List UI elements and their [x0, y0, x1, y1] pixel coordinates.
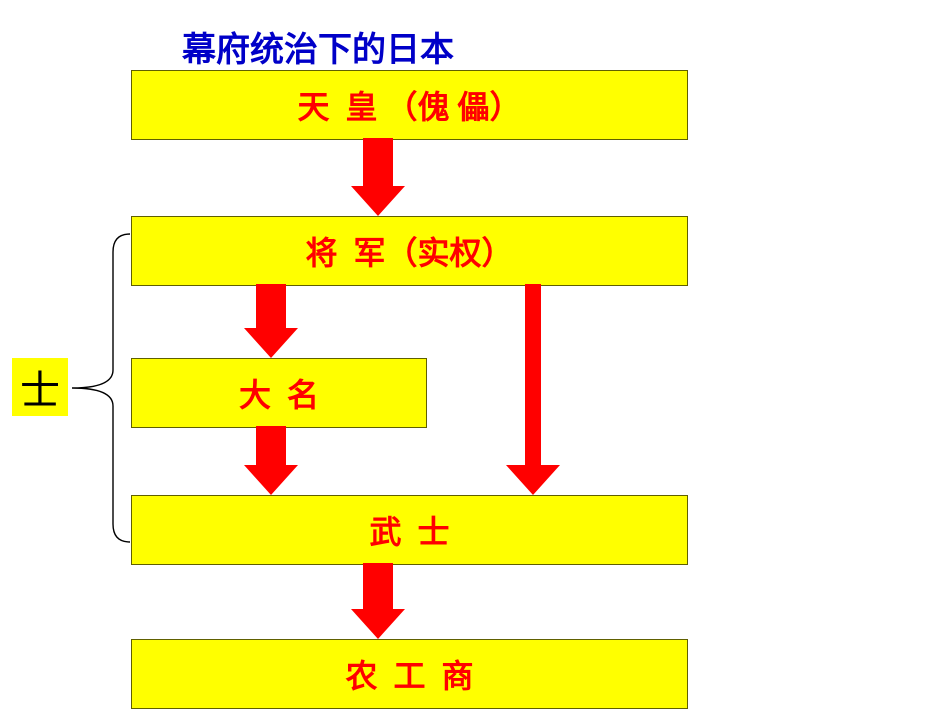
arrow-shogun-daimyo	[244, 284, 298, 358]
box-daimyo: 大 名	[131, 358, 427, 428]
box-bottom: 农 工 商	[131, 639, 688, 709]
box-shogun: 将 军（实权）	[131, 216, 688, 286]
box-emperor: 天 皇 （傀 儡）	[131, 70, 688, 140]
arrow-shogun-samurai	[506, 284, 560, 495]
diagram-title: 幕府统治下的日本	[182, 22, 454, 71]
arrow-emperor-shogun	[351, 138, 405, 216]
brace-shi	[72, 234, 130, 542]
box-samurai: 武 士	[131, 495, 688, 565]
arrow-daimyo-samurai	[244, 426, 298, 495]
side-label-shi: 士	[12, 358, 68, 416]
arrow-samurai-bottom	[351, 563, 405, 639]
